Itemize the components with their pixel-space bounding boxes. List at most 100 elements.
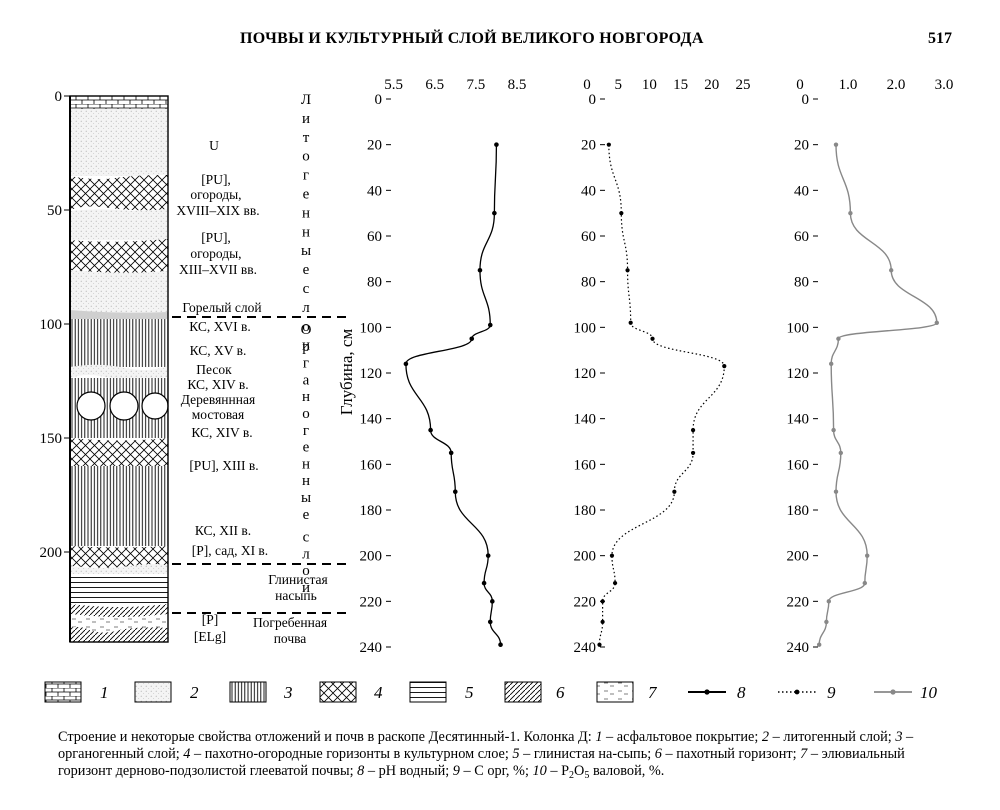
- data-point: [831, 427, 836, 433]
- data-point: [494, 142, 499, 147]
- y-tick-label: 80: [581, 275, 596, 291]
- vertical-letter: о: [302, 406, 310, 422]
- x-tick-label: 5.5: [384, 77, 403, 93]
- layer-label: КС, XIV в.: [187, 377, 248, 392]
- layer-label: [PU],: [201, 230, 231, 245]
- y-tick-label: 240: [787, 640, 810, 656]
- x-tick-label: 7.5: [466, 77, 485, 93]
- figure-caption: Строение и некоторые свойства отложений …: [58, 729, 914, 781]
- depth-profile-charts: 5.5 6.5 7.5 8.50204060801001201401601802002…: [360, 77, 954, 656]
- legend-number: 2: [190, 683, 199, 702]
- data-point: [824, 619, 829, 625]
- x-tick-label: 1.0: [839, 77, 858, 93]
- y-tick-label: 100: [574, 320, 597, 336]
- figure: 0 50 100 150 200 U [PU], огороды, XVIII–…: [40, 77, 954, 703]
- y-tick-label: 20: [367, 138, 382, 154]
- y-tick-label: 40: [367, 183, 382, 199]
- depth-tick-100: 100: [40, 317, 63, 333]
- y-tick-label: 40: [794, 183, 809, 199]
- layer-label: огороды,: [190, 246, 241, 261]
- x-tick-label: 8.5: [508, 77, 527, 93]
- log-2: [109, 391, 139, 421]
- layer-label: КС, XVI в.: [189, 319, 251, 334]
- data-point: [492, 210, 497, 216]
- data-point: [690, 427, 696, 433]
- legend: 1 2 3 4 5 6 7 8 9 10: [44, 681, 938, 703]
- layer-p-11: [70, 546, 168, 568]
- layer-cs-12: [70, 466, 168, 546]
- layer-label: Погребенная: [253, 615, 327, 630]
- layer-label: мостовая: [192, 407, 245, 422]
- vertical-letter: о: [302, 319, 310, 335]
- page-number: 517: [928, 30, 952, 47]
- data-point: [722, 364, 727, 369]
- y-tick-label: 220: [787, 594, 810, 610]
- vertical-letter: о: [302, 563, 310, 579]
- layer-label: [PU], XIII в.: [189, 458, 258, 473]
- data-point: [836, 336, 841, 341]
- layer-label: почва: [274, 631, 307, 646]
- vertical-letter: г: [303, 423, 309, 439]
- data-point: [600, 619, 605, 624]
- vertical-letter: ы: [301, 490, 311, 506]
- vertical-letter: Л: [301, 92, 311, 108]
- vertical-letter: н: [302, 456, 310, 472]
- depth-tick-150: 150: [40, 431, 63, 447]
- x-tick-label: 0: [796, 77, 804, 93]
- layer-p-buried: [70, 604, 168, 617]
- series-line: [598, 144, 725, 645]
- layer-label: [P]: [202, 612, 219, 627]
- data-point: [452, 489, 458, 495]
- legend-swatch-plow: [504, 681, 542, 703]
- layer-label: насыпь: [275, 588, 317, 603]
- vertical-letter: л: [302, 300, 310, 316]
- legend-number: 3: [283, 683, 293, 702]
- x-tick-label: 6.5: [425, 77, 444, 93]
- data-point: [862, 580, 867, 586]
- data-point: [838, 450, 843, 456]
- chart-panel: 0 1.0 2.0 3.0 0 20 40 60 80 100 120 140 160 180 200 220…: [787, 77, 954, 656]
- vertical-letter: т: [303, 130, 310, 146]
- data-point: [606, 142, 611, 147]
- x-tick-label: 5: [614, 77, 622, 93]
- data-point: [498, 642, 503, 648]
- data-point: [817, 642, 822, 647]
- vertical-letter: и: [302, 338, 310, 354]
- x-tick-label: 0: [583, 77, 591, 93]
- data-point: [612, 580, 618, 586]
- vertical-letter: е: [303, 440, 310, 456]
- y-tick-label: 140: [787, 412, 810, 428]
- vertical-letter: с: [303, 530, 310, 546]
- layer-label: КС, XII в.: [195, 523, 251, 538]
- data-point: [833, 142, 839, 147]
- legend-swatch-organogenic: [229, 681, 267, 703]
- data-point: [619, 211, 624, 216]
- vertical-letter: ы: [301, 243, 311, 259]
- legend-swatch-eluvial: [596, 681, 634, 703]
- vertical-letter: и: [302, 111, 310, 127]
- x-tick-label: 20: [704, 77, 719, 93]
- layer-clay-fill: [70, 574, 168, 604]
- series-line: [405, 144, 502, 645]
- vertical-letter: р: [302, 339, 310, 355]
- chart-panel: 0 5 10 15 20 25 0 20 40 60 80 100 120 140 160 180 200 220…: [574, 77, 751, 656]
- log-1: [76, 391, 106, 421]
- data-point: [650, 336, 655, 341]
- data-point: [848, 210, 853, 216]
- data-point: [487, 619, 493, 625]
- layer-pu-13: [70, 438, 168, 468]
- vertical-letter: и: [302, 580, 310, 596]
- data-point: [826, 599, 831, 604]
- layer-label: [P], сад, XI в.: [192, 543, 268, 558]
- x-tick-label: 10: [642, 77, 657, 93]
- x-tick-label: 3.0: [935, 77, 954, 93]
- y-tick-label: 0: [589, 92, 597, 108]
- y-tick-label: 60: [367, 229, 382, 245]
- y-tick-label: 200: [360, 549, 383, 565]
- legend-number: 6: [556, 683, 565, 702]
- y-tick-label: 160: [360, 457, 383, 473]
- data-point: [428, 427, 433, 433]
- layer-lithogenic-low: [70, 270, 168, 313]
- legend-number: 10: [920, 683, 938, 702]
